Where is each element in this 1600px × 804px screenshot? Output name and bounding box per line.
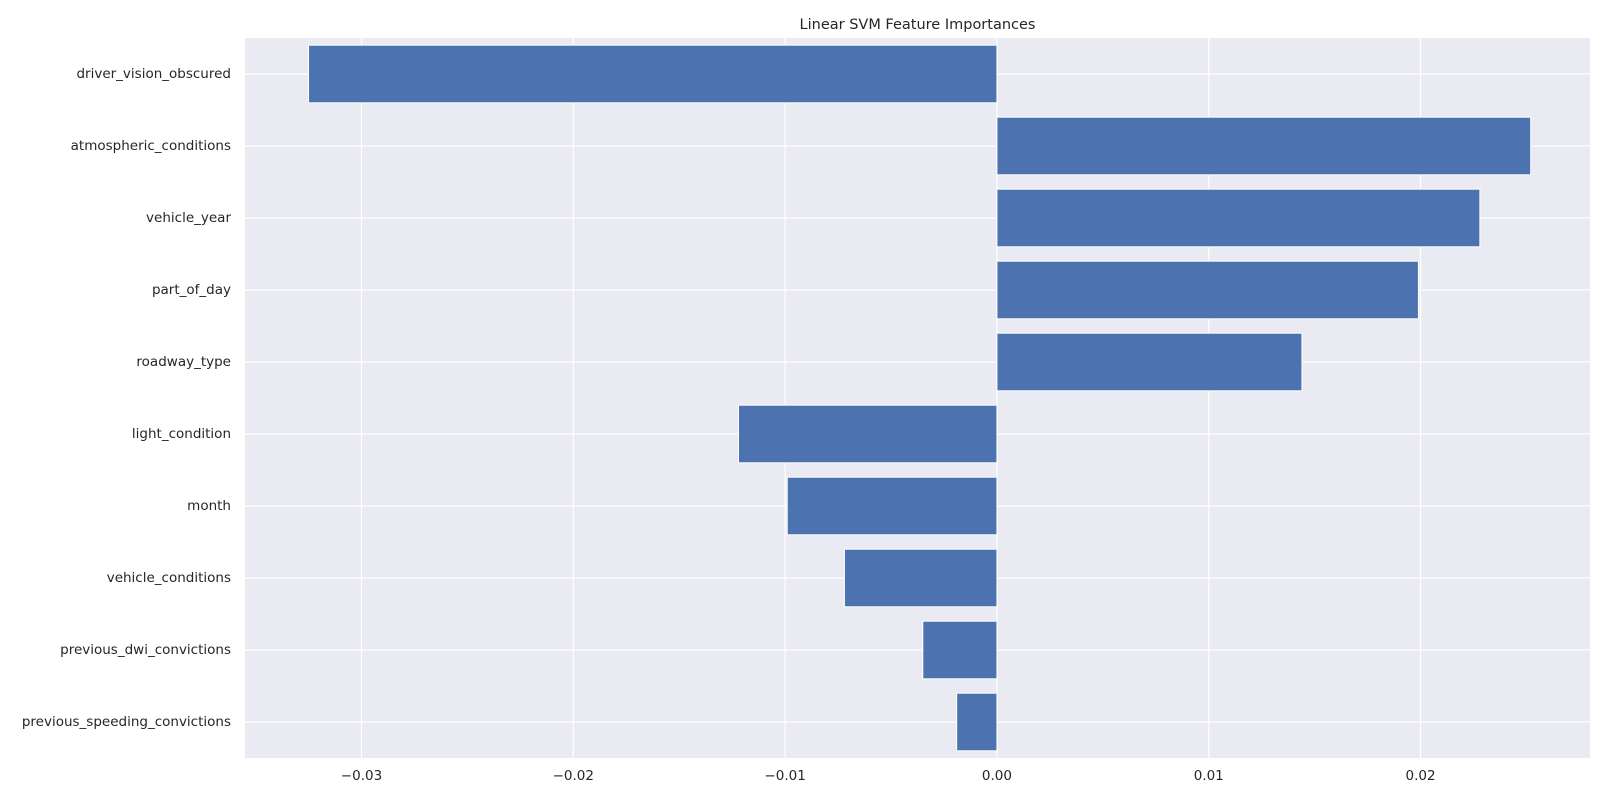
y-tick-label: driver_vision_obscured: [76, 66, 231, 82]
bar-vehicle-conditions: [843, 548, 998, 608]
bar-driver-vision-obscured: [308, 44, 998, 104]
y-tick-label: roadway_type: [136, 354, 231, 370]
x-tick-label: 0.02: [1406, 768, 1436, 784]
bar-atmospheric-conditions: [996, 116, 1532, 176]
x-tick-label: 0.01: [1194, 768, 1224, 784]
x-tick-label: 0.00: [982, 768, 1012, 784]
bar-vehicle-year: [996, 188, 1481, 248]
y-tick-label: vehicle_conditions: [107, 570, 231, 586]
y-tick-label: part_of_day: [152, 282, 231, 298]
bar-month: [786, 476, 998, 536]
x-tick-label: −0.03: [341, 768, 382, 784]
y-tick-label: previous_speeding_convictions: [22, 714, 231, 730]
x-axis-ticks: −0.03 −0.02 −0.01 0.00 0.01 0.02: [341, 768, 1436, 784]
x-tick-label: −0.02: [553, 768, 594, 784]
y-tick-label: light_condition: [132, 426, 231, 442]
chart-title: Linear SVM Feature Importances: [800, 17, 1036, 33]
bar-previous-dwi-convictions: [922, 620, 998, 680]
bar-light-condition: [738, 404, 998, 464]
y-axis-labels: driver_vision_obscured atmospheric_condit…: [22, 66, 232, 730]
bar-previous-speeding-convictions: [956, 692, 998, 752]
y-tick-label: atmospheric_conditions: [71, 138, 231, 154]
x-tick-label: −0.01: [764, 768, 805, 784]
bar-part-of-day: [996, 260, 1419, 320]
y-tick-label: month: [187, 498, 231, 514]
bars: [308, 44, 1532, 752]
y-tick-label: vehicle_year: [146, 210, 231, 226]
bar-roadway-type: [996, 332, 1303, 392]
y-tick-label: previous_dwi_convictions: [60, 642, 231, 658]
